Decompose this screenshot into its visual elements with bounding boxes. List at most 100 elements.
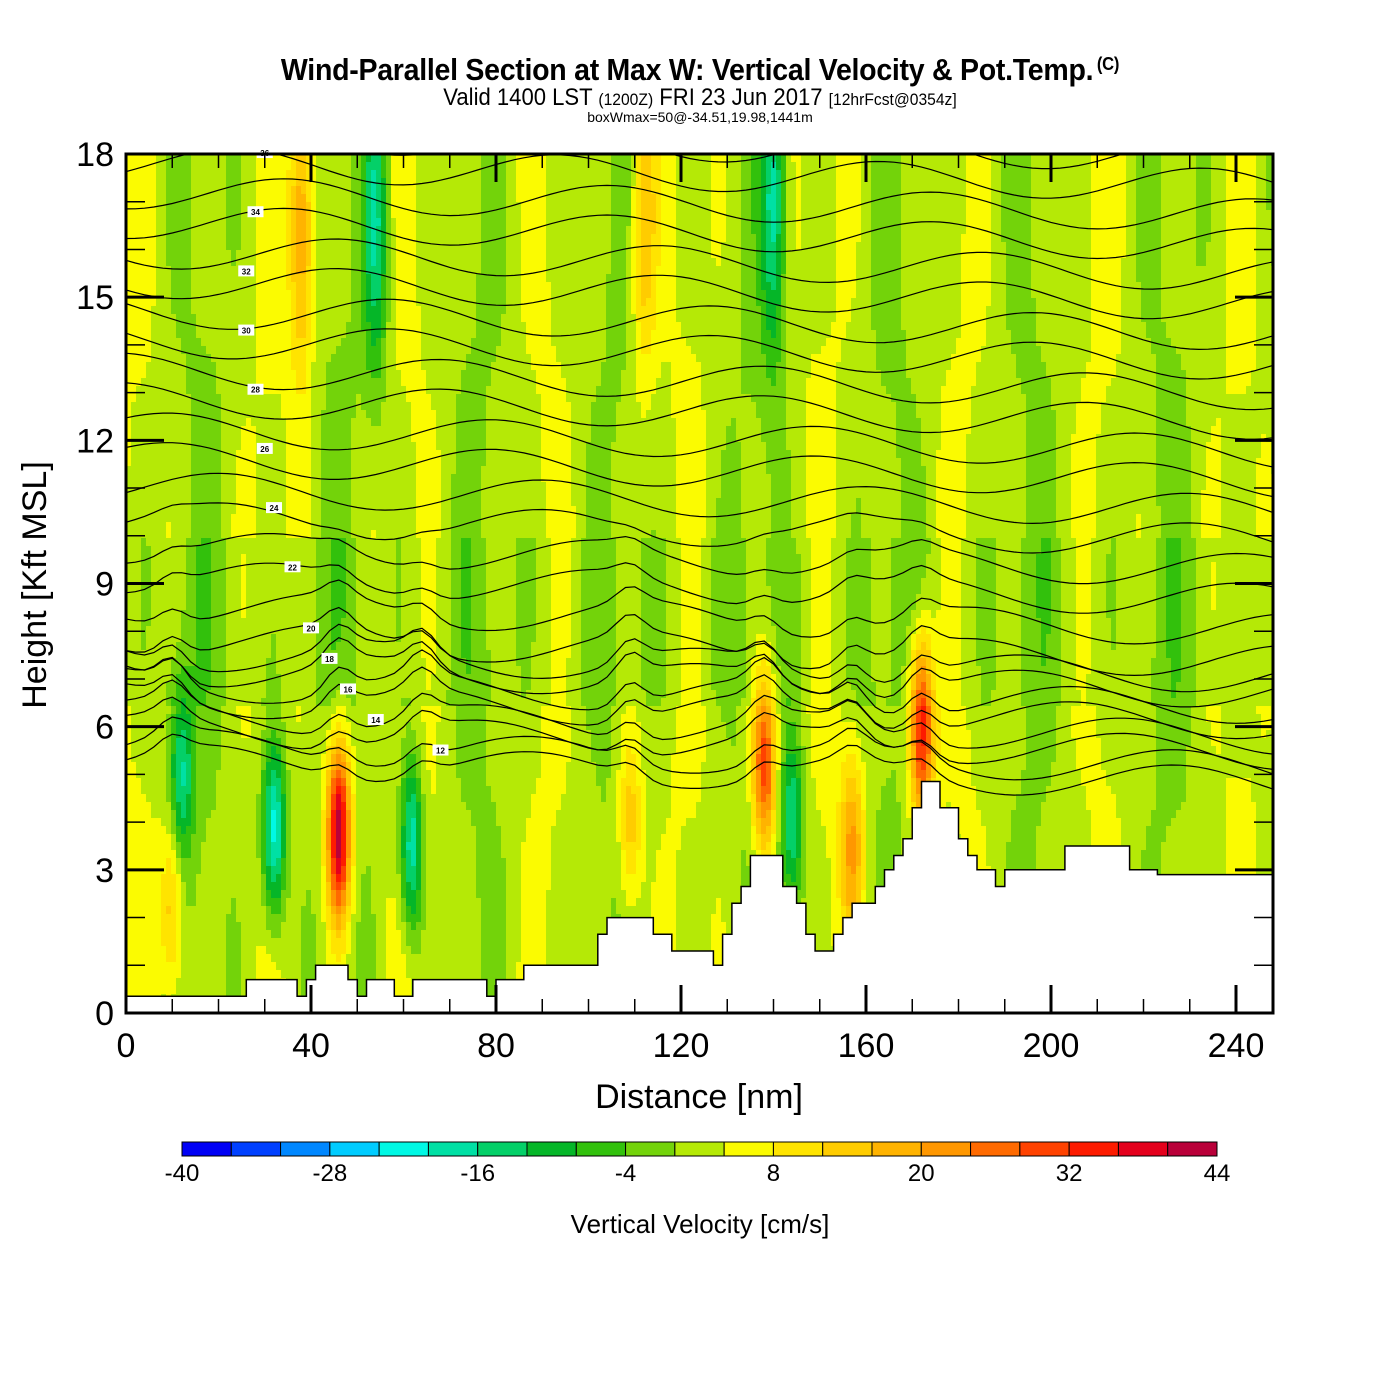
field-cell — [216, 594, 222, 603]
field-cell — [256, 906, 262, 915]
field-cell — [321, 626, 327, 635]
field-cell — [351, 810, 357, 819]
field-cell — [181, 218, 187, 227]
field-cell — [286, 162, 292, 171]
field-cell — [326, 850, 332, 859]
field-cell — [176, 722, 182, 731]
field-cell — [291, 354, 297, 363]
field-cell — [256, 898, 262, 907]
field-cell — [226, 226, 232, 235]
field-cell — [221, 866, 227, 875]
field-cell — [251, 818, 257, 827]
field-cell — [296, 242, 302, 251]
field-cell — [241, 370, 247, 379]
field-cell — [286, 850, 292, 859]
field-cell — [271, 770, 277, 779]
field-cell — [226, 522, 232, 531]
field-cell — [176, 882, 182, 891]
field-cell — [351, 226, 357, 235]
field-cell — [246, 762, 252, 771]
field-cell — [301, 202, 307, 211]
field-cell — [311, 706, 317, 715]
field-cell — [161, 850, 167, 859]
field-cell — [161, 386, 167, 395]
field-cell — [161, 714, 167, 723]
field-cell — [141, 738, 147, 747]
field-cell — [291, 154, 297, 163]
field-cell — [336, 954, 342, 963]
field-cell — [296, 690, 302, 699]
field-cell — [276, 298, 282, 307]
field-cell — [196, 234, 202, 243]
field-cell — [306, 186, 312, 195]
field-cell — [141, 330, 147, 339]
field-cell — [201, 746, 207, 755]
field-cell — [356, 170, 362, 179]
field-cell — [126, 490, 132, 499]
field-cell — [266, 802, 272, 811]
field-cell — [221, 538, 227, 547]
field-cell — [156, 482, 162, 491]
field-cell — [331, 746, 337, 755]
field-cell — [231, 506, 237, 515]
field-cell — [271, 562, 277, 571]
field-cell — [281, 890, 287, 899]
field-cell — [156, 810, 162, 819]
field-cell — [206, 202, 212, 211]
field-cell — [136, 466, 142, 475]
field-cell — [311, 178, 317, 187]
field-cell — [201, 482, 207, 491]
field-cell — [151, 794, 157, 803]
field-cell — [216, 858, 222, 867]
field-cell — [256, 410, 262, 419]
field-cell — [191, 514, 197, 523]
field-cell — [226, 290, 232, 299]
field-cell — [126, 258, 132, 267]
field-cell — [291, 938, 297, 947]
field-cell — [331, 506, 337, 515]
field-cell — [131, 546, 137, 555]
field-cell — [161, 450, 167, 459]
field-cell — [176, 258, 182, 267]
field-cell — [346, 706, 352, 715]
field-cell — [346, 930, 352, 939]
field-cell — [296, 274, 302, 283]
field-cell — [346, 330, 352, 339]
field-cell — [296, 154, 302, 163]
field-cell — [231, 778, 237, 787]
field-cell — [166, 362, 172, 371]
field-cell — [231, 482, 237, 491]
field-cell — [266, 850, 272, 859]
field-cell — [176, 682, 182, 691]
field-cell — [306, 450, 312, 459]
field-cell — [266, 890, 272, 899]
field-cell — [296, 794, 302, 803]
field-cell — [231, 426, 237, 435]
field-cell — [251, 546, 257, 555]
field-cell — [181, 234, 187, 243]
field-cell — [286, 186, 292, 195]
field-cell — [196, 578, 202, 587]
field-cell — [136, 506, 142, 515]
field-cell — [191, 402, 197, 411]
field-cell — [211, 306, 217, 315]
field-cell — [146, 458, 152, 467]
field-cell — [241, 442, 247, 451]
field-cell — [301, 634, 307, 643]
field-cell — [151, 610, 157, 619]
field-cell — [341, 178, 347, 187]
field-cell — [161, 218, 167, 227]
field-cell — [311, 874, 317, 883]
field-cell — [311, 426, 317, 435]
field-cell — [341, 498, 347, 507]
field-cell — [156, 498, 162, 507]
field-cell — [131, 802, 137, 811]
field-cell — [151, 234, 157, 243]
field-cell — [126, 506, 132, 515]
field-cell — [301, 274, 307, 283]
field-cell — [166, 538, 172, 547]
field-cell — [181, 754, 187, 763]
field-cell — [171, 402, 177, 411]
field-cell — [296, 178, 302, 187]
field-cell — [226, 858, 232, 867]
